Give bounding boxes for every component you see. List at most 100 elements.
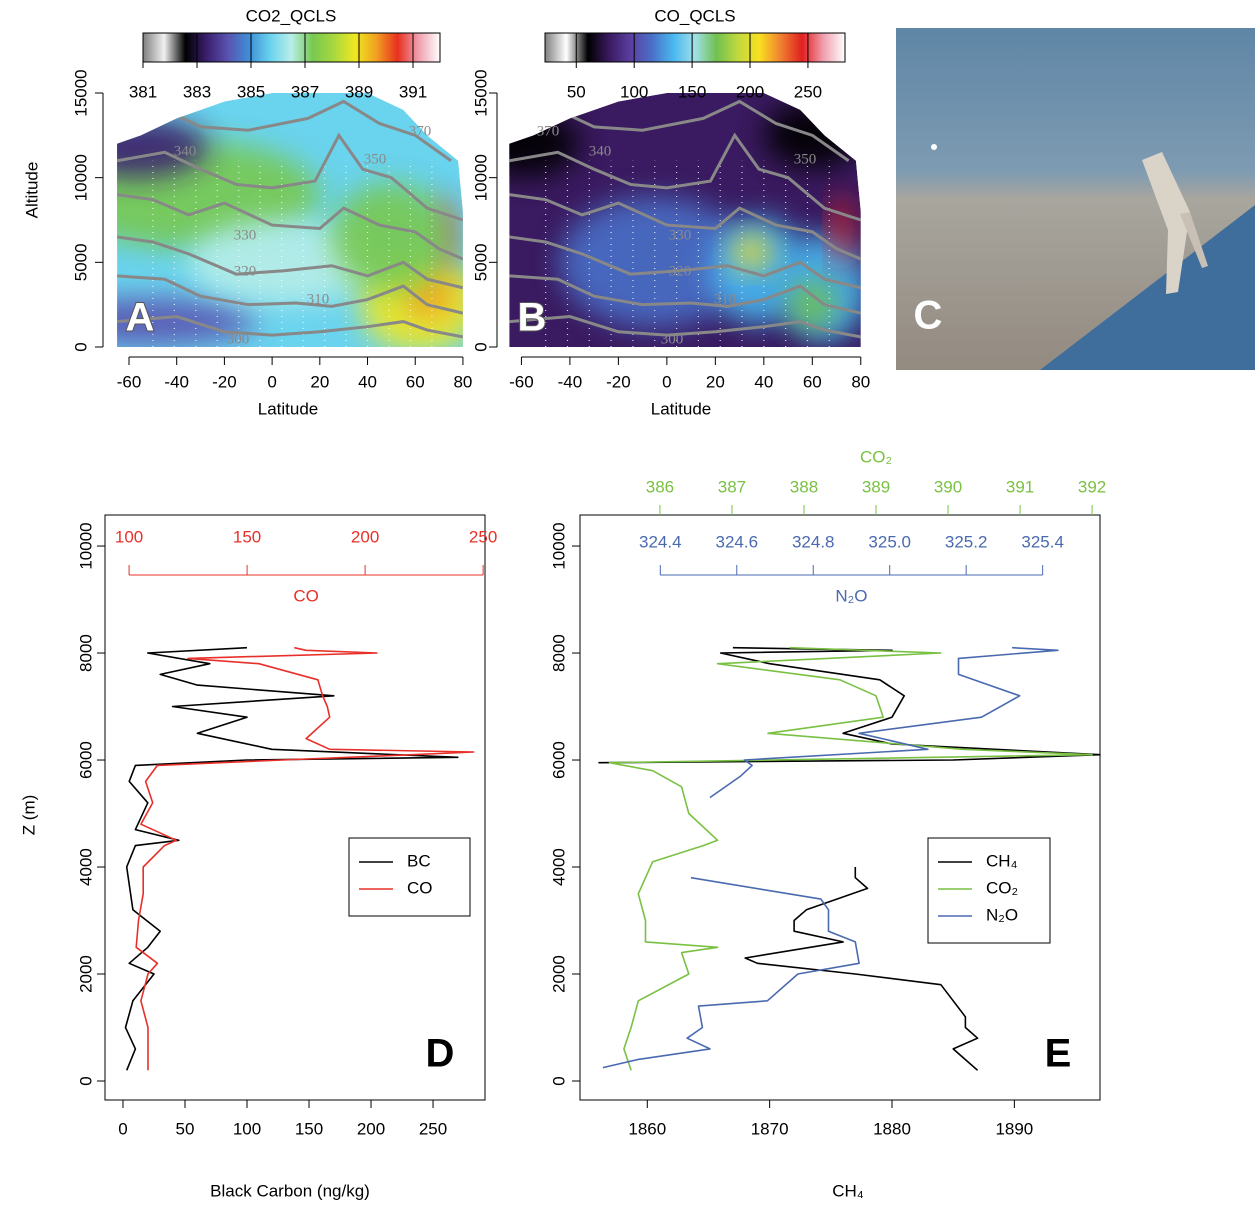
x-tick-label: 1880 (873, 1119, 911, 1138)
x-tick-label: 20 (706, 372, 725, 391)
profile-panel: 0 50 100 150 200 250 Black Carbon (ng/kg) 0 2000… (19, 514, 497, 1200)
winglet-fin (1180, 212, 1208, 268)
top-tick-label: 324.4 (639, 532, 682, 551)
colorbar-tick-label: 100 (620, 82, 648, 101)
x-axis-label: Black Carbon (ng/kg) (210, 1181, 370, 1200)
field-blob (117, 297, 257, 346)
top-axis-label: N₂O (835, 586, 867, 605)
y-tick-label: 5000 (471, 243, 490, 281)
field-blob (831, 192, 851, 265)
top-axis-label: CO (293, 586, 319, 605)
x-tick-label: -40 (558, 372, 583, 391)
x-tick-label: 20 (310, 372, 329, 391)
y-tick-label: 15000 (71, 69, 90, 116)
contour-label: 330 (234, 227, 257, 243)
contour-label: 370 (537, 123, 560, 139)
colorbar (142, 32, 441, 63)
profile-panel: 1860 1870 1880 1890 CH₄ 0 2000 4000 6000 8000 1000… (549, 447, 1106, 1200)
x-tick-label: 1860 (628, 1119, 666, 1138)
x-axis-label: CH₄ (832, 1181, 864, 1200)
heatmap-panel: 370 340 350 330 320 310 300 -60 -40 -20 0 20 40 60 80 0… (471, 6, 870, 418)
field-blob (509, 110, 580, 178)
legend-label: CO₂ (986, 878, 1018, 897)
x-tick-label: 200 (357, 1119, 385, 1138)
winglet (1142, 152, 1190, 294)
x-tick-label: 50 (176, 1119, 195, 1138)
top-tick-label: 200 (351, 527, 379, 546)
colorbar-tick-label: 389 (345, 82, 373, 101)
x-tick-label: -40 (164, 372, 189, 391)
contour-line (164, 99, 452, 162)
legend-label: N₂O (986, 905, 1018, 924)
y-tick-label: 5000 (71, 243, 90, 281)
profile-line (124, 646, 459, 1071)
y-tick-label: 6000 (549, 741, 568, 779)
y-tick-label: 10000 (76, 522, 95, 569)
contour-line (509, 132, 861, 222)
colorbar-tick-label: 50 (567, 82, 586, 101)
top-tick-label: 100 (115, 527, 143, 546)
contour-label: 340 (174, 143, 197, 159)
colorbar-title: CO_QCLS (654, 6, 735, 25)
y-tick-label: 15000 (471, 69, 490, 116)
contour-label: 370 (409, 123, 432, 139)
contour-line (117, 193, 463, 261)
x-tick-label: 0 (118, 1119, 127, 1138)
x-tick-label: 60 (803, 372, 822, 391)
legend-label: CH₄ (986, 851, 1018, 870)
photo-panel (896, 28, 1255, 370)
panel-label: A (126, 296, 155, 340)
x-tick-label: 1890 (995, 1119, 1033, 1138)
top-tick-label: 325.4 (1021, 532, 1064, 551)
wing (1040, 205, 1255, 370)
contour-label: 310 (714, 291, 737, 307)
panel-label: D (426, 1032, 455, 1076)
colorbar-tick-label: 250 (794, 82, 822, 101)
contour-line (117, 274, 463, 315)
y-tick-label: 4000 (549, 848, 568, 886)
y-tick-label: 4000 (76, 848, 95, 886)
colorbar-tick-label: 150 (678, 82, 706, 101)
contour-line (509, 193, 861, 261)
colorbar-tick-label: 383 (183, 82, 211, 101)
field (509, 92, 861, 347)
x-tick-label: -60 (117, 372, 142, 391)
legend-label: BC (407, 851, 431, 870)
y-tick-label: 6000 (76, 741, 95, 779)
y-tick-label: 2000 (76, 955, 95, 993)
contour-line (509, 274, 861, 315)
field-blob (117, 117, 209, 178)
x-axis-label: Latitude (258, 399, 319, 418)
y-tick-label: 0 (549, 1076, 568, 1085)
plot-frame (104, 514, 486, 1101)
colorbar-tick-label: 200 (736, 82, 764, 101)
field (117, 92, 463, 347)
top-tick-label: 391 (1006, 477, 1034, 496)
colorbar-tick-label: 381 (129, 82, 157, 101)
plot-frame (579, 514, 1101, 1101)
heatmap-panel: 370 340 350 330 320 310 300 -60 -40 -20 0 20 40 60 80 0… (22, 6, 472, 418)
legend-label: CO (407, 878, 433, 897)
colorbar (544, 32, 846, 63)
contour-line (117, 314, 463, 339)
top-tick-label: 150 (233, 527, 261, 546)
contour-label: 310 (307, 291, 330, 307)
contour-line (509, 235, 861, 290)
x-tick-label: -60 (509, 372, 534, 391)
top-tick-label: 388 (790, 477, 818, 496)
x-tick-label: 250 (419, 1119, 447, 1138)
y-tick-label: 0 (76, 1076, 95, 1085)
y-axis-label: Altitude (22, 162, 41, 219)
field-blob (788, 280, 837, 329)
field-blob (331, 182, 452, 291)
y-tick-label: 10000 (71, 154, 90, 201)
y-tick-label: 10000 (549, 522, 568, 569)
colorbar-tick-label: 391 (399, 82, 427, 101)
legend: CH₄ CO₂ N₂O (927, 837, 1051, 944)
top-tick-label: 250 (469, 527, 497, 546)
x-tick-label: 100 (233, 1119, 261, 1138)
x-tick-label: 80 (851, 372, 870, 391)
colorbar-tick-label: 385 (237, 82, 265, 101)
y-tick-label: 0 (71, 342, 90, 351)
contour-label: 350 (364, 151, 387, 167)
